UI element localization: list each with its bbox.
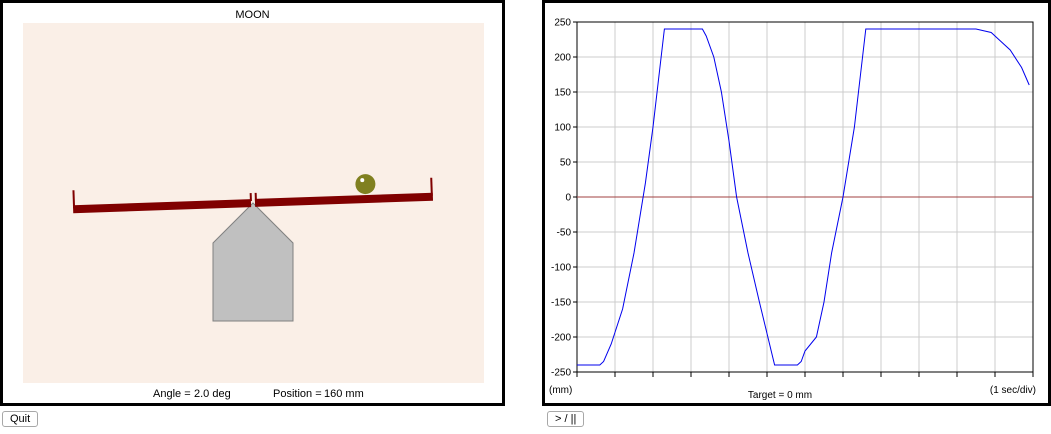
y-tick-label: -250 <box>551 368 571 379</box>
beam-right-stop <box>430 177 433 196</box>
simulation-title: MOON <box>235 9 270 21</box>
simulation-svg <box>72 174 434 322</box>
simulation-panel: MOON Angle = 2.0 deg Position = 160 mm <box>0 0 505 406</box>
position-label: Position = <box>273 388 322 400</box>
angle-value: 2.0 deg <box>194 388 231 400</box>
fulcrum <box>212 202 294 322</box>
y-tick-label: 250 <box>554 18 571 29</box>
x-axis-ticks <box>576 372 1034 377</box>
play-pause-button[interactable]: > / || <box>547 411 585 427</box>
y-tick-label: 50 <box>560 158 572 169</box>
beam-assembly <box>72 174 434 214</box>
y-axis-ticks: 250 200 150 100 50 0 -50 -100 -150 -200 -250 <box>551 18 577 379</box>
y-tick-label: -150 <box>551 298 571 309</box>
x-unit-label: (1 sec/div) <box>990 385 1036 396</box>
angle-label: Angle = <box>153 388 191 400</box>
y-tick-label: 100 <box>554 123 571 134</box>
y-tick-label: 150 <box>554 88 571 99</box>
beam-center-mark-left <box>249 193 252 202</box>
simulation-canvas <box>23 23 484 383</box>
beam-left-stop <box>72 190 76 209</box>
beam-right-half <box>254 192 434 207</box>
y-tick-label: -100 <box>551 263 571 274</box>
plot-panel: 250 200 150 100 50 0 -50 -100 -150 -200 -250 (mm) … <box>542 0 1051 406</box>
position-trace <box>577 28 1030 366</box>
beam-center-mark-right <box>254 192 257 201</box>
ball-highlight <box>360 178 365 183</box>
target-label: Target = 0 mm <box>748 390 812 401</box>
ball <box>355 174 376 195</box>
y-unit-label: (mm) <box>549 385 572 396</box>
y-tick-label: -50 <box>557 228 572 239</box>
beam-left-half <box>72 199 252 214</box>
position-value: 160 mm <box>324 388 364 400</box>
y-tick-label: 0 <box>565 193 571 204</box>
quit-button[interactable]: Quit <box>2 411 39 427</box>
y-tick-label: 200 <box>554 53 571 64</box>
y-tick-label: -200 <box>551 333 571 344</box>
